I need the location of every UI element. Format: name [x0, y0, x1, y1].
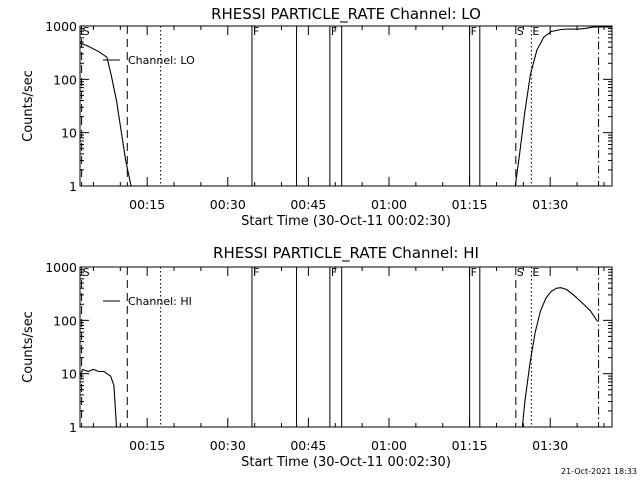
panel-2-x-tick-label: 00:15 [129, 438, 165, 453]
panel-2-series-line [521, 287, 598, 428]
panel-1-y-tick-label: 10 [61, 126, 77, 141]
panel-1-y-axis-label: Counts/sec [21, 70, 36, 142]
panel-2-legend-label: Channel: HI [128, 295, 192, 308]
panel-2-x-tick-label: 01:15 [452, 438, 488, 453]
panel-2-y-tick-label: 100 [53, 313, 77, 328]
panel-1-series-line [79, 42, 132, 187]
panel-2-y-tick-label: 10 [61, 367, 77, 382]
panel-2-x-tick-label: 01:00 [371, 438, 407, 453]
footer-timestamp: 21-Oct-2021 18:33 [561, 467, 637, 476]
panel-1-marker-label: F [331, 25, 337, 38]
panel-1-x-tick-label: 01:30 [532, 197, 568, 212]
panel-1-x-tick-label: 01:00 [371, 197, 407, 212]
panel-1-series-line [514, 26, 612, 187]
panel-2-marker-label: S [517, 266, 524, 279]
panel-1-plot-frame [79, 25, 613, 187]
panel-1-y-tick-label: 1000 [45, 19, 77, 34]
panel-1-marker-label: S [83, 25, 90, 38]
panel-1-y-tick-label: 100 [53, 72, 77, 87]
panel-1-panel: RHESSI PARTICLE_RATE Channel: LO 00:15 00:… [21, 5, 613, 229]
panel-1-y-tick-label: 1 [69, 179, 77, 194]
panel-2-marker-label: F [331, 266, 337, 279]
panel-2-marker-label: S [83, 266, 90, 279]
panel-1-marker-label: F [471, 25, 477, 38]
panel-2-marker-label: E [532, 266, 539, 279]
panel-2-y-tick-label: 1 [69, 420, 77, 435]
panel-2-x-axis-label: Start Time (30-Oct-11 00:02:30) [241, 455, 451, 470]
panel-1-x-axis-label: Start Time (30-Oct-11 00:02:30) [241, 214, 451, 229]
panel-2-x-tick-label: 01:30 [532, 438, 568, 453]
panel-1-marker-label: S [517, 25, 524, 38]
panel-2-title: RHESSI PARTICLE_RATE Channel: HI [213, 244, 479, 263]
panel-2-x-tick-label: 00:30 [210, 438, 246, 453]
panel-1-x-tick-label: 00:15 [129, 197, 165, 212]
panel-2-plot-frame [79, 266, 613, 428]
panel-2-marker-label: F [471, 266, 477, 279]
panel-1-title: RHESSI PARTICLE_RATE Channel: LO [211, 5, 481, 24]
panel-2-y-axis-label: Counts/sec [21, 311, 36, 383]
panel-1-x-tick-label: 00:45 [290, 197, 326, 212]
panel-1-marker-label: E [532, 25, 539, 38]
panel-1-x-tick-label: 00:30 [210, 197, 246, 212]
panel-2-marker-label: F [253, 266, 259, 279]
panel-1-x-tick-label: 01:15 [452, 197, 488, 212]
panel-2-y-tick-label: 1000 [45, 260, 77, 275]
panel-1-marker-label: F [253, 25, 259, 38]
panel-2-panel: RHESSI PARTICLE_RATE Channel: HI 00:15 00:… [21, 244, 613, 470]
panel-2-x-tick-label: 00:45 [290, 438, 326, 453]
panel-1-legend-label: Channel: LO [128, 54, 195, 67]
panel-2-series-line [79, 368, 118, 428]
